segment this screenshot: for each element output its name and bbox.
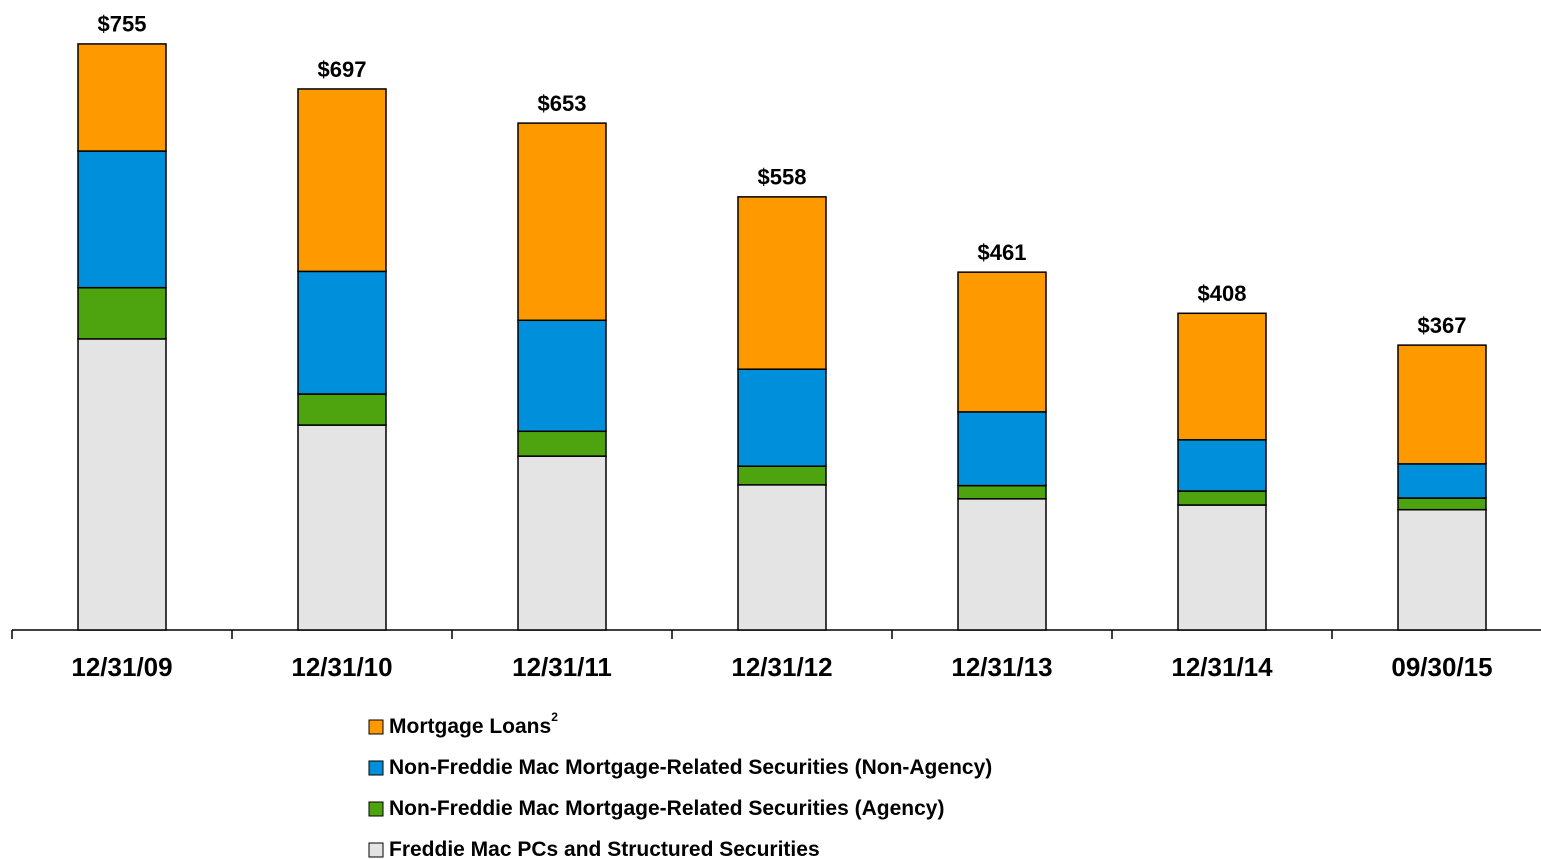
bar-segment: [297, 393, 387, 426]
bar-segment: [77, 286, 167, 340]
bar-segment: [737, 196, 827, 370]
x-tick-label: 12/31/13: [951, 652, 1052, 682]
bar-segment: [957, 498, 1047, 631]
legend-label: Non-Freddie Mac Mortgage-Related Securit…: [389, 756, 992, 779]
legend-swatch: [368, 801, 384, 817]
legend-swatch: [368, 719, 384, 735]
bar-segment: [517, 122, 607, 322]
x-tick-label: 09/30/15: [1391, 652, 1492, 682]
bar-segment: [737, 484, 827, 631]
legend-label: Non-Freddie Mac Mortgage-Related Securit…: [389, 797, 944, 820]
total-label: $367: [1418, 313, 1467, 338]
bar-segment: [1397, 508, 1487, 631]
bar-segment: [517, 319, 607, 433]
bar-segment: [1397, 463, 1487, 499]
bar-segment: [297, 270, 387, 395]
bar-segment: [957, 484, 1047, 500]
legend-name: Freddie Mac PCs and Structured Securitie…: [389, 838, 820, 859]
legend-label: Mortgage Loans2: [389, 710, 558, 737]
bar-segment: [1397, 497, 1487, 511]
total-label: $408: [1198, 281, 1247, 306]
legend-swatch: [368, 760, 384, 776]
x-tick-label: 12/31/10: [291, 652, 392, 682]
legend-name: Non-Freddie Mac Mortgage-Related Securit…: [389, 756, 992, 779]
legend-swatch: [368, 842, 384, 858]
total-label: $558: [758, 165, 807, 190]
x-tick-label: 12/31/11: [512, 652, 612, 682]
legend-superscript: 2: [551, 710, 558, 724]
bar-segment: [517, 455, 607, 631]
bar-segment: [77, 43, 167, 152]
bar-segment: [77, 338, 167, 631]
bar-segment: [1177, 312, 1267, 441]
bar-segment: [957, 271, 1047, 413]
bar-segment: [77, 150, 167, 289]
bar-segment: [1177, 439, 1267, 492]
bar-segment: [1397, 344, 1487, 465]
total-label: $653: [538, 91, 587, 116]
bar-segment: [737, 465, 827, 486]
bar-segment: [1177, 504, 1267, 631]
total-label: $755: [98, 12, 147, 37]
legend-name: Non-Freddie Mac Mortgage-Related Securit…: [389, 797, 944, 820]
total-label: $697: [318, 57, 367, 82]
x-tick-label: 12/31/14: [1171, 652, 1273, 682]
bar-segment: [517, 430, 607, 457]
bar-segment: [297, 424, 387, 631]
legend-label: Freddie Mac PCs and Structured Securitie…: [389, 838, 820, 859]
bar-segment: [1177, 490, 1267, 506]
bar-segment: [297, 88, 387, 273]
total-label: $461: [978, 240, 1027, 265]
bar-segment: [737, 368, 827, 467]
legend-name: Mortgage Loans: [389, 715, 551, 738]
bar-segment: [957, 411, 1047, 487]
x-tick-label: 12/31/12: [731, 652, 832, 682]
x-tick-label: 12/31/09: [71, 652, 172, 682]
